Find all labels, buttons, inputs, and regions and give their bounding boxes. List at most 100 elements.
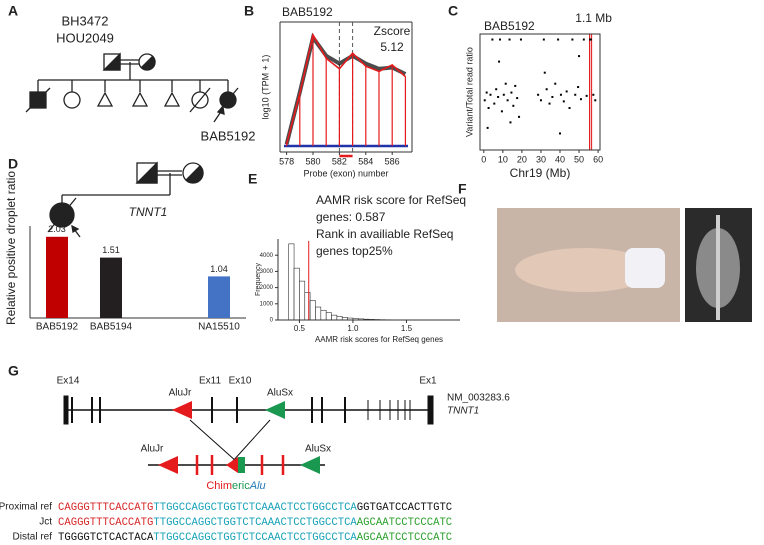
annotation: AAMR risk score for RefSeq (316, 193, 466, 207)
point (562, 100, 565, 103)
point (545, 88, 548, 91)
x-tick-label: 582 (332, 156, 347, 166)
photos (497, 208, 752, 322)
x-tick-label: NA15510 (198, 322, 240, 333)
x-tick-label: 30 (536, 154, 546, 164)
point (568, 107, 571, 110)
hist-bar (331, 314, 338, 321)
panel-label: A (8, 3, 18, 19)
x-tick-label: BAB5192 (36, 322, 79, 333)
point (571, 38, 574, 41)
point (585, 94, 588, 97)
annotation: genes top25% (316, 244, 393, 258)
bar (46, 236, 68, 318)
y-axis-label: log10 (TPM + 1) (260, 55, 270, 120)
sequence-label: Distal ref (13, 532, 53, 543)
sequence-segment: GGTGATCCACTTGTC (357, 502, 452, 514)
point (548, 102, 551, 105)
point (508, 38, 511, 41)
panel-label: E (248, 171, 257, 187)
point (493, 102, 496, 105)
point (518, 115, 521, 118)
x-tick-label: 586 (385, 156, 400, 166)
panel-label: F (458, 181, 467, 197)
sequence: CAGGGTTTCACCATGTTGGCCAGGCTGGTCTCAAACTCCT… (58, 502, 452, 514)
point (557, 38, 560, 41)
hist-bar (299, 280, 306, 321)
alu-label: AluJr (141, 444, 164, 455)
y-tick-label: 2000 (260, 285, 274, 291)
sequence: TGGGGTCTCACTACATTGGCCAGGCTGGTCTCCAACTCCT… (58, 532, 452, 544)
point (578, 55, 581, 58)
point (543, 71, 546, 74)
annotation: Zscore (374, 24, 411, 38)
sequence-segment: TTGGCCAGGCTGGTCTCAAACTCCTGGCCTCA (153, 502, 357, 514)
y-axis-label: Relative positive droplet ratio (4, 171, 18, 325)
point (500, 110, 503, 113)
hist-bar (304, 292, 311, 321)
y-tick-label: 0 (270, 318, 274, 324)
hist-bar (309, 300, 316, 321)
sequences: Proximal ref CAGGGTTTCACCATGTTGGCCAGGCTGG… (0, 502, 452, 544)
sequence-label: Proximal ref (0, 502, 52, 513)
point (551, 95, 554, 98)
point (510, 91, 513, 94)
alu-label: AluJr (169, 388, 192, 399)
x-tick-label: 50 (574, 154, 584, 164)
x-tick-label: 1.5 (401, 324, 413, 333)
chart-title: TNNT1 (129, 205, 168, 219)
plot-frame (479, 33, 601, 151)
sequence-segment: TGGGGTCTCACTACA (58, 532, 154, 544)
point (504, 82, 507, 85)
point (491, 38, 494, 41)
point (542, 38, 545, 41)
x-tick-label: 578 (279, 156, 294, 166)
diaper (625, 248, 665, 288)
pedigree: BH3472 HOU2049 BAB5192 (25, 13, 255, 143)
x-tick-label: 0.5 (294, 324, 306, 333)
sequence-segment: CAGGGTTTCACCATG (58, 517, 153, 529)
panel-label: B (244, 3, 254, 19)
sequence-label: Jct (39, 517, 52, 528)
pedigree-small (47, 161, 204, 238)
sequence: CAGGGTTTCACCATGTTGGCCAGGCTGGTCTCAAACTCCT… (58, 517, 452, 529)
exon-label: Ex10 (229, 376, 252, 387)
x-tick-label: 40 (555, 154, 565, 164)
point (582, 38, 585, 41)
point (539, 99, 542, 102)
y-tick-label: 3000 (260, 269, 274, 275)
point (487, 107, 490, 110)
point (514, 84, 517, 87)
annotation: genes: 0.587 (316, 210, 386, 224)
point (495, 88, 498, 91)
x-tick-label: 584 (358, 156, 373, 166)
sequence-segment: CAGGGTTTCACCATG (58, 502, 153, 514)
point (485, 91, 488, 94)
hist-bar (293, 267, 300, 321)
gene-diagram (63, 395, 434, 475)
point (554, 82, 557, 85)
point (577, 86, 580, 89)
point (497, 95, 500, 98)
point (592, 93, 595, 96)
point (516, 97, 519, 100)
patient-body (515, 248, 655, 292)
xray-spine (716, 215, 720, 320)
x-axis-label: Chr19 (Mb) (510, 166, 571, 180)
x-tick-label: 10 (498, 154, 508, 164)
exon-label: Ex1 (419, 376, 437, 387)
x-tick-label: 0 (481, 154, 486, 164)
y-axis-label: Frequency (255, 262, 262, 296)
point (559, 132, 561, 135)
sequence-segment: AGCAATCCTCCCATC (357, 517, 452, 529)
chimeric-part: eric (232, 480, 250, 492)
point (483, 99, 486, 102)
alu-label: AluSx (305, 444, 331, 455)
exon-label: Ex11 (199, 376, 221, 387)
bar (208, 276, 230, 318)
x-tick-label: 60 (593, 154, 603, 164)
x-axis-label: Probe (exon) number (303, 168, 388, 178)
panel-label: D (8, 156, 18, 172)
point (519, 38, 522, 41)
